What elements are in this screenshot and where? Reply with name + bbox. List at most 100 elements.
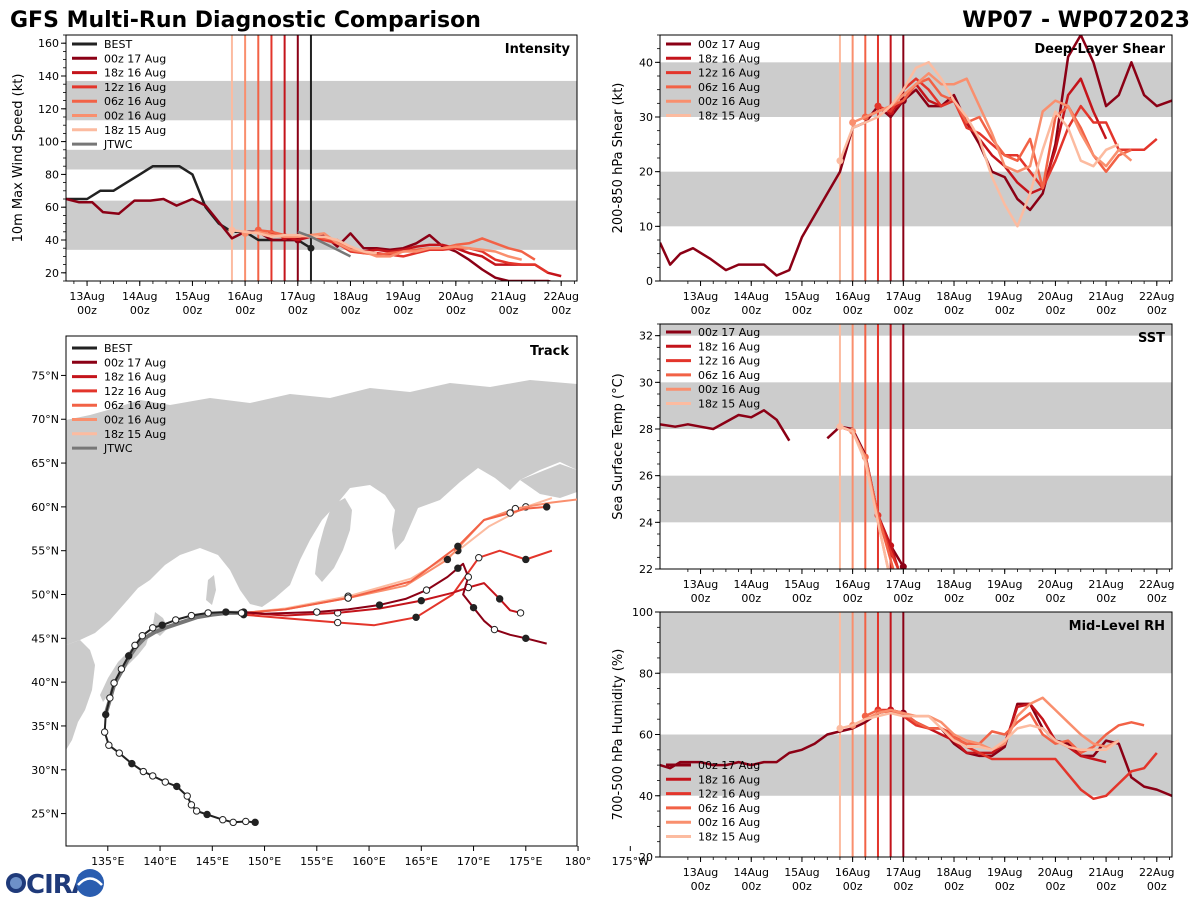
legend-label-r18z16: 18z 16 Aug: [104, 67, 166, 80]
xtick-label-date: 18Aug: [333, 290, 368, 303]
track-point-r06z16: [454, 542, 462, 551]
xtick-label-date: 13Aug: [69, 290, 104, 303]
shade-band: [660, 612, 1172, 674]
ytick-label: 40: [45, 234, 59, 247]
xtick-label-date: 16Aug: [227, 290, 262, 303]
track-point-BEST: [128, 759, 136, 768]
xtick-label-date: 19Aug: [987, 578, 1022, 591]
track-point-BEST: [183, 792, 191, 800]
legend-label-r00z16: 00z 16 Aug: [698, 95, 760, 108]
track-point-BEST: [192, 807, 201, 815]
xtick-label-date: 22Aug: [1139, 866, 1174, 879]
lat-tick-label: 75°N: [31, 369, 59, 382]
xtick-label-hour: 00z: [944, 880, 964, 893]
track-point-BEST: [242, 817, 250, 826]
legend-label-r00z16: 00z 16 Aug: [698, 383, 760, 396]
xtick-label-hour: 00z: [130, 304, 150, 317]
track-point-BEST: [229, 818, 237, 827]
xtick-label-hour: 00z: [288, 304, 308, 317]
xtick-label-hour: 00z: [691, 304, 711, 317]
xtick-label-date: 15Aug: [784, 578, 819, 591]
ylabel: 700-500 hPa Humidity (%): [611, 649, 626, 821]
track-point-r00z16: [585, 495, 591, 501]
track-point-BEST: [115, 749, 123, 757]
track-point-r18z16: [417, 596, 425, 605]
legend-label-BEST: BEST: [104, 342, 132, 355]
ytick-label: 30: [639, 376, 653, 389]
land-korea: [66, 640, 95, 750]
legend-label-r12z16: 12z 16 Aug: [698, 355, 760, 368]
ytick-label: 32: [639, 330, 653, 343]
track-line-r18z16: [243, 582, 521, 617]
ytick-label: 20: [639, 166, 653, 179]
series-line-JTWC: [297, 230, 352, 258]
track-point-BEST: [100, 728, 109, 736]
lon-tick-label: 170°E: [457, 855, 490, 868]
xtick-label-hour: 00z: [995, 304, 1015, 317]
track-point-BEST: [251, 818, 259, 827]
track-point-BEST: [161, 778, 169, 786]
series-marker-r18z15: [836, 724, 844, 732]
xtick-label-hour: 00z: [741, 592, 761, 605]
series-line-r00z17: [660, 409, 791, 442]
track-point-r06z16: [506, 509, 514, 517]
land-sakhalin: [206, 575, 216, 605]
ylabel: 10m Max Wind Speed (kt): [11, 74, 26, 243]
track-point-r12z16: [475, 554, 483, 562]
xtick-label-hour: 00z: [1096, 304, 1116, 317]
xtick-label-date: 19Aug: [987, 866, 1022, 879]
legend-label-r06z16: 06z 16 Aug: [104, 399, 166, 412]
xtick-label-date: 18Aug: [936, 578, 971, 591]
legend-label-r18z16: 18z 16 Aug: [698, 773, 760, 786]
xtick-label-date: 15Aug: [175, 290, 210, 303]
legend-label-r18z15: 18z 15 Aug: [104, 124, 166, 137]
xtick-label-date: 14Aug: [734, 578, 769, 591]
xtick-label-date: 14Aug: [734, 290, 769, 303]
shear-panel: 01020304013Aug00z14Aug00z15Aug00z16Aug00…: [611, 34, 1175, 317]
track-point-r18z16: [495, 595, 504, 603]
ytick-label: 40: [639, 790, 653, 803]
series-marker-r00z17: [899, 563, 907, 569]
xtick-label-date: 21Aug: [1088, 578, 1123, 591]
lat-tick-label: 30°N: [31, 764, 59, 777]
shade-band: [660, 382, 1172, 429]
ytick-label: 160: [38, 37, 59, 50]
xtick-label-date: 19Aug: [385, 290, 420, 303]
xtick-label-date: 22Aug: [1139, 578, 1174, 591]
ytick-label: 0: [646, 275, 653, 288]
ytick-label: 20: [45, 267, 59, 280]
track-point-BEST: [149, 772, 157, 780]
series-line-r18z15: [839, 425, 890, 569]
xtick-label-hour: 00z: [843, 304, 863, 317]
ytick-label: 80: [45, 168, 59, 181]
intensity-panel: 2040608010012014016013Aug00z14Aug00z15Au…: [11, 34, 579, 317]
xtick-label-date: 15Aug: [784, 866, 819, 879]
xtick-label-hour: 00z: [995, 880, 1015, 893]
lat-tick-label: 35°N: [31, 720, 59, 733]
xtick-label-hour: 00z: [944, 304, 964, 317]
track-point-BEST: [187, 801, 196, 809]
ytick-label: 22: [639, 563, 653, 576]
xtick-label-hour: 00z: [1046, 592, 1066, 605]
shade-band: [66, 149, 577, 170]
xtick-label-hour: 00z: [741, 304, 761, 317]
lat-tick-label: 50°N: [31, 589, 59, 602]
series-marker-r18z15: [228, 226, 236, 234]
panel-title: Intensity: [505, 42, 571, 57]
legend-label-r00z17: 00z 17 Aug: [698, 38, 760, 51]
xtick-label-date: 20Aug: [438, 290, 473, 303]
series-line-r00z16: [244, 230, 523, 261]
legend-label-r00z17: 00z 17 Aug: [698, 759, 760, 772]
legend-label-r06z16: 06z 16 Aug: [698, 81, 760, 94]
legend-label-JTWC: JTWC: [103, 442, 133, 455]
track-point-BEST: [173, 782, 181, 791]
xtick-label-hour: 00z: [1147, 304, 1167, 317]
legend-label-r00z16: 00z 16 Aug: [104, 414, 166, 427]
series-marker-r00z16: [849, 118, 857, 126]
track-point-r00z17: [375, 601, 384, 609]
track-axes: 135°E 140°E 145°E 150°E 155°E 160°E 165°E 170°E…: [31, 369, 649, 868]
legend-label-r18z15: 18z 15 Aug: [698, 831, 760, 844]
ytick-label: 60: [639, 729, 653, 742]
track-point-BEST: [117, 665, 126, 673]
